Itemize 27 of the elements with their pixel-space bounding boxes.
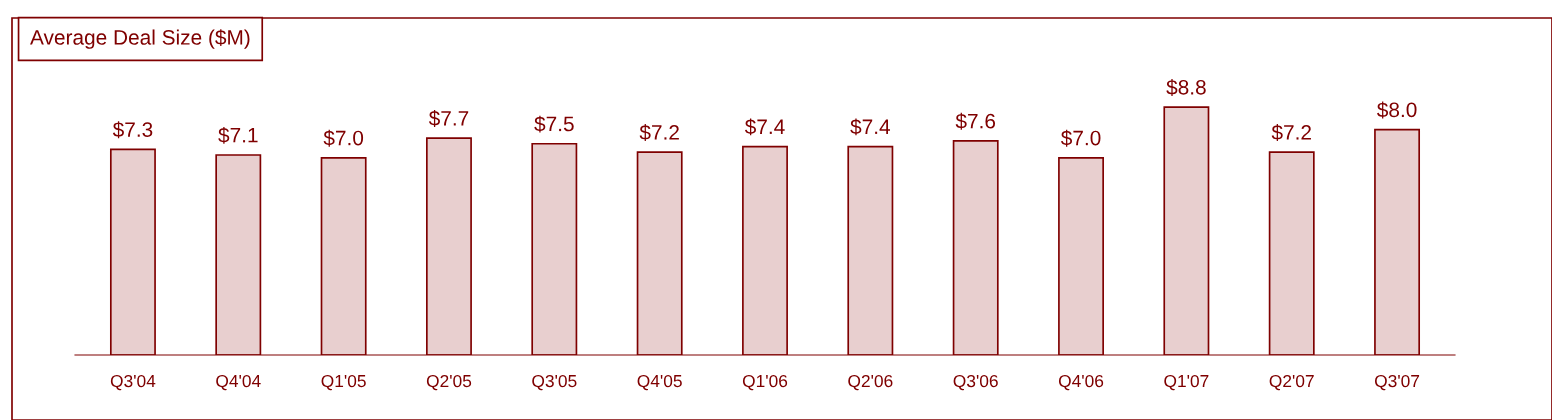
x-tick-label: Q3'06 [953, 374, 998, 391]
data-label: $7.4 [850, 118, 891, 136]
data-label: $7.5 [534, 115, 574, 133]
x-tick-label: Q2'05 [426, 374, 472, 391]
data-label: $7.7 [428, 110, 469, 127]
data-label: $7.2 [1271, 124, 1311, 141]
data-label: $7.3 [112, 121, 153, 139]
x-tick-label: Q3'07 [1374, 374, 1420, 391]
data-label: $7.0 [1060, 129, 1101, 147]
chart-title: Average Deal Size ($M) [30, 29, 250, 49]
data-label: $8.0 [1377, 101, 1417, 119]
x-tick-label: Q3'05 [532, 374, 577, 391]
x-tick-label: Q3'04 [110, 374, 156, 391]
x-tick-label: Q4'04 [216, 374, 261, 391]
data-label: $7.4 [744, 118, 785, 136]
data-label: $7.2 [639, 124, 679, 141]
data-label: $7.6 [955, 112, 996, 130]
x-tick-label: Q1'06 [742, 374, 788, 391]
x-tick-label: Q4'05 [637, 374, 682, 391]
data-label: $7.0 [323, 129, 364, 147]
x-tick-label: Q2'07 [1269, 374, 1314, 391]
x-tick-label: Q1'05 [321, 374, 366, 391]
x-tick-label: Q2'06 [848, 374, 893, 391]
x-tick-label: Q4'06 [1058, 374, 1104, 391]
data-label: $7.1 [218, 126, 258, 144]
x-tick-label: Q1'07 [1164, 374, 1209, 391]
data-label: $8.8 [1166, 79, 1206, 96]
